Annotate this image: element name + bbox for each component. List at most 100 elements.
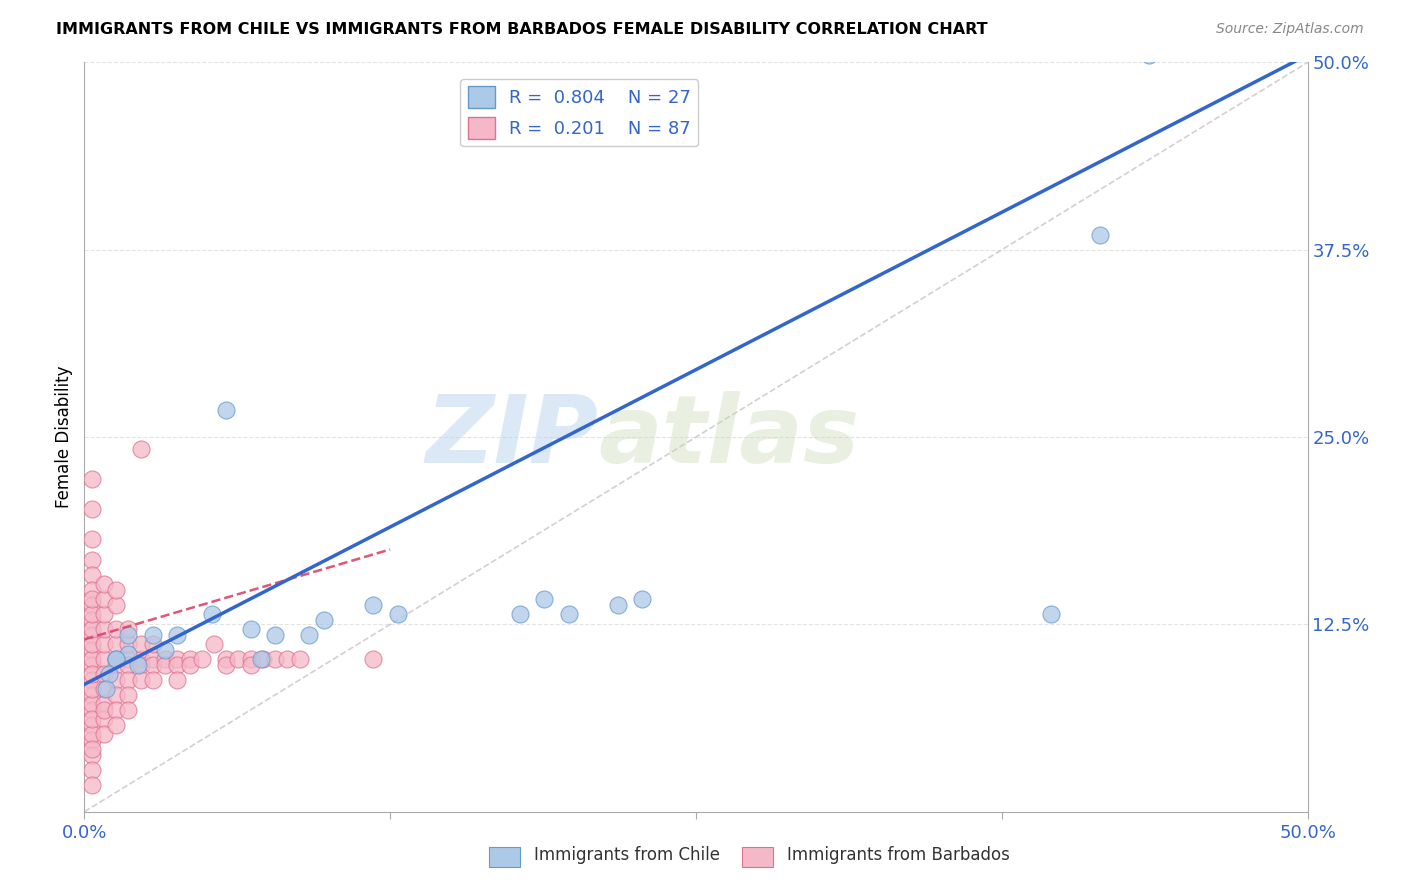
- Text: IMMIGRANTS FROM CHILE VS IMMIGRANTS FROM BARBADOS FEMALE DISABILITY CORRELATION : IMMIGRANTS FROM CHILE VS IMMIGRANTS FROM…: [56, 22, 988, 37]
- Point: [80, 598, 103, 612]
- Point: [80, 532, 103, 546]
- Point: [105, 652, 128, 666]
- Point: [80, 681, 103, 696]
- Point: [93, 577, 115, 591]
- Point: [179, 657, 201, 672]
- Point: [80, 657, 103, 672]
- Point: [93, 697, 115, 711]
- Point: [153, 652, 176, 666]
- Text: Source: ZipAtlas.com: Source: ZipAtlas.com: [1216, 22, 1364, 37]
- Point: [264, 628, 287, 642]
- Point: [80, 697, 103, 711]
- Point: [80, 732, 103, 747]
- Point: [105, 657, 128, 672]
- Point: [215, 652, 238, 666]
- Point: [166, 657, 188, 672]
- Point: [93, 637, 115, 651]
- Point: [288, 652, 311, 666]
- Point: [361, 598, 384, 612]
- Point: [80, 747, 103, 762]
- Point: [191, 652, 214, 666]
- Point: [153, 643, 176, 657]
- Point: [127, 657, 149, 672]
- Point: [80, 712, 103, 726]
- Point: [80, 568, 103, 582]
- Point: [129, 673, 152, 687]
- Point: [105, 703, 128, 717]
- Point: [606, 598, 628, 612]
- Point: [80, 607, 103, 621]
- Point: [276, 652, 298, 666]
- Point: [129, 652, 152, 666]
- Point: [200, 607, 222, 621]
- Point: [202, 637, 225, 651]
- Point: [117, 637, 139, 651]
- Point: [93, 652, 115, 666]
- Point: [264, 652, 287, 666]
- Point: [387, 607, 409, 621]
- Point: [1039, 607, 1062, 621]
- Point: [96, 681, 118, 696]
- Point: [166, 652, 188, 666]
- Point: [80, 637, 103, 651]
- Point: [298, 628, 321, 642]
- Point: [93, 681, 115, 696]
- Point: [80, 502, 103, 516]
- Point: [80, 472, 103, 486]
- Point: [142, 637, 165, 651]
- Point: [93, 712, 115, 726]
- Point: [80, 643, 103, 657]
- Point: [93, 607, 115, 621]
- Point: [80, 582, 103, 597]
- Point: [142, 652, 165, 666]
- Point: [166, 628, 188, 642]
- Point: [93, 591, 115, 606]
- Point: [80, 763, 103, 777]
- Point: [239, 622, 262, 636]
- Point: [249, 652, 271, 666]
- Legend: R =  0.804    N = 27, R =  0.201    N = 87: R = 0.804 N = 27, R = 0.201 N = 87: [460, 79, 699, 146]
- Text: ZIP: ZIP: [425, 391, 598, 483]
- Point: [166, 673, 188, 687]
- Point: [117, 673, 139, 687]
- Point: [215, 403, 238, 417]
- Point: [105, 598, 128, 612]
- Point: [153, 657, 176, 672]
- Point: [117, 628, 139, 642]
- Point: [117, 688, 139, 702]
- Point: [105, 622, 128, 636]
- Point: [97, 666, 120, 681]
- Point: [142, 673, 165, 687]
- Point: [361, 652, 384, 666]
- Point: [93, 703, 115, 717]
- Text: Immigrants from Barbados: Immigrants from Barbados: [787, 846, 1011, 863]
- Point: [228, 652, 250, 666]
- Point: [129, 657, 152, 672]
- Point: [80, 778, 103, 792]
- Point: [80, 628, 103, 642]
- Point: [80, 741, 103, 756]
- Point: [93, 622, 115, 636]
- Point: [80, 703, 103, 717]
- Point: [80, 666, 103, 681]
- Point: [80, 727, 103, 741]
- Point: [80, 591, 103, 606]
- Point: [142, 628, 165, 642]
- Point: [80, 688, 103, 702]
- Point: [80, 622, 103, 636]
- Point: [93, 666, 115, 681]
- Point: [105, 582, 128, 597]
- Point: [117, 648, 139, 662]
- Point: [105, 673, 128, 687]
- Point: [631, 591, 654, 606]
- Text: Immigrants from Chile: Immigrants from Chile: [534, 846, 720, 863]
- Point: [117, 657, 139, 672]
- Point: [105, 637, 128, 651]
- Point: [117, 652, 139, 666]
- Point: [509, 607, 531, 621]
- Point: [80, 673, 103, 687]
- Point: [314, 613, 336, 627]
- Point: [1137, 48, 1160, 62]
- Point: [129, 637, 152, 651]
- Point: [80, 718, 103, 732]
